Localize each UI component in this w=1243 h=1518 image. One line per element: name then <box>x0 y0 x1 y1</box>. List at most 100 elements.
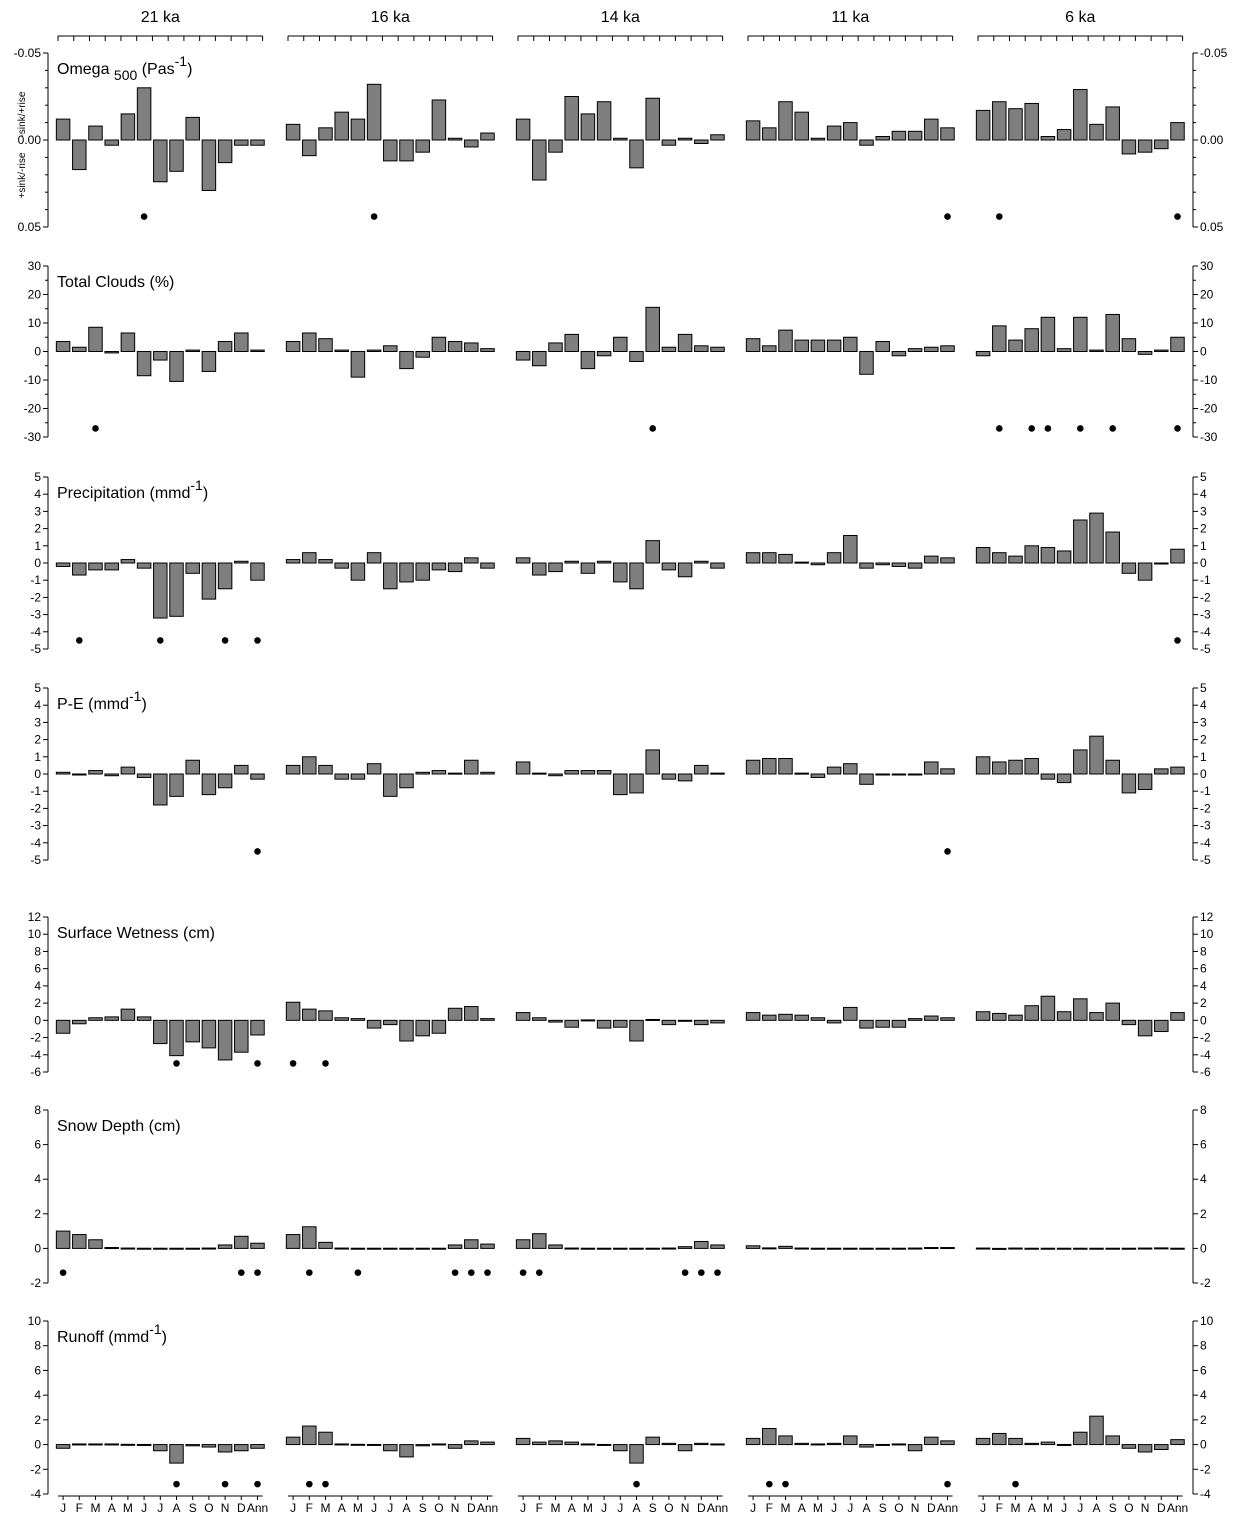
y-side-label-top: -sink/+rise <box>17 91 28 137</box>
y-tick-label: -1 <box>30 573 41 587</box>
bar <box>1040 136 1056 141</box>
bar <box>334 1247 349 1250</box>
bar <box>810 1247 826 1250</box>
y-tick-label: -30 <box>24 430 42 444</box>
bar <box>136 351 152 377</box>
bar <box>645 749 660 775</box>
significance-dot <box>698 1269 705 1276</box>
y-tick-label: 4 <box>34 1172 41 1186</box>
bar <box>285 1001 301 1021</box>
bar <box>859 1019 874 1029</box>
y-tick-label: 5 <box>1200 470 1207 484</box>
y-tick-label: 0 <box>34 1241 41 1255</box>
bar <box>875 1443 890 1446</box>
bar <box>1008 555 1023 564</box>
bar <box>924 555 939 564</box>
y-tick-label: 0 <box>1200 345 1207 359</box>
bar <box>185 1247 200 1250</box>
bar <box>72 139 87 171</box>
bar <box>88 1239 103 1249</box>
bar <box>285 1436 301 1446</box>
bar <box>810 773 826 778</box>
y-tick-label: -30 <box>1200 430 1218 444</box>
y-tick-label: 3 <box>34 715 41 729</box>
bar <box>794 111 809 141</box>
bar <box>694 139 709 144</box>
bar <box>55 118 71 141</box>
bar <box>399 562 414 583</box>
bar <box>480 1243 495 1249</box>
bar <box>826 1247 842 1250</box>
bar <box>661 139 677 146</box>
y-tick-label: 8 <box>1200 944 1207 958</box>
bar <box>694 1442 709 1446</box>
significance-dot <box>254 637 261 644</box>
significance-dot <box>354 1269 362 1276</box>
y-tick-label: -2 <box>1200 801 1211 815</box>
bar <box>302 332 317 353</box>
bar <box>613 137 628 141</box>
significance-dot <box>140 213 148 220</box>
bar <box>580 113 596 141</box>
bar <box>629 1019 644 1042</box>
period-label: 11 ka <box>831 9 869 26</box>
y-tick-label: -4 <box>1200 1487 1211 1501</box>
x-tick-label: M <box>583 1501 593 1515</box>
bar <box>217 139 233 164</box>
bar <box>1105 313 1120 353</box>
panel-pe: -5 -4 -3 -2 -1 0 1 2 3 4 5 -5 -4 -3 -2 -1 0 1 2 3 4 5 P-E (mmd… <box>30 681 1211 867</box>
panel-title-end: ) <box>141 696 146 713</box>
bar <box>1024 1247 1039 1250</box>
y-tick-label: 4 <box>1200 698 1207 712</box>
x-tick-label: J <box>290 1501 296 1515</box>
significance-dot <box>221 637 229 644</box>
bar <box>810 137 826 141</box>
bar <box>629 562 644 590</box>
bar <box>694 764 709 775</box>
bar <box>153 1444 168 1452</box>
bar <box>104 562 119 571</box>
bar <box>1024 758 1039 775</box>
bar <box>778 1245 793 1249</box>
bar <box>710 1019 725 1024</box>
x-tick-label: N <box>451 1501 460 1515</box>
bar <box>55 1230 71 1249</box>
bar <box>629 1247 644 1250</box>
bar <box>924 1015 939 1021</box>
significance-dot <box>254 1269 261 1276</box>
y-tick-label: -3 <box>1200 819 1211 833</box>
bar <box>250 1444 265 1449</box>
bar <box>72 773 87 776</box>
y-tick-label: 0.00 <box>1200 133 1224 147</box>
bar <box>399 1247 414 1250</box>
x-tick-label: M <box>353 1501 363 1515</box>
bar <box>1170 336 1185 352</box>
bar <box>1121 1247 1137 1250</box>
significance-dot <box>322 1480 329 1488</box>
period-label: 14 ka <box>601 9 640 26</box>
bar <box>1137 139 1153 153</box>
y-tick-label: 10 <box>1200 1314 1214 1328</box>
bar <box>940 345 955 352</box>
bar <box>72 1019 87 1025</box>
x-tick-label: D <box>927 1501 936 1515</box>
bar <box>120 1008 136 1021</box>
bar <box>334 111 349 141</box>
series-16ka <box>285 83 495 220</box>
y-side-label-bottom: +sink/-rise <box>17 152 28 198</box>
series-14ka <box>515 540 725 590</box>
y-tick-label: 0.00 <box>18 133 42 147</box>
bar <box>250 1242 265 1249</box>
bar <box>318 1010 333 1021</box>
y-tick-label: 4 <box>1200 979 1207 993</box>
bar <box>431 562 447 571</box>
bar <box>1121 338 1137 352</box>
x-tick-label: M <box>91 1501 101 1515</box>
y-tick-label: -5 <box>1200 853 1211 867</box>
bar <box>1170 1247 1185 1250</box>
bar <box>1105 1247 1120 1250</box>
bar <box>613 336 628 352</box>
bar <box>464 557 479 564</box>
bar <box>285 341 301 352</box>
